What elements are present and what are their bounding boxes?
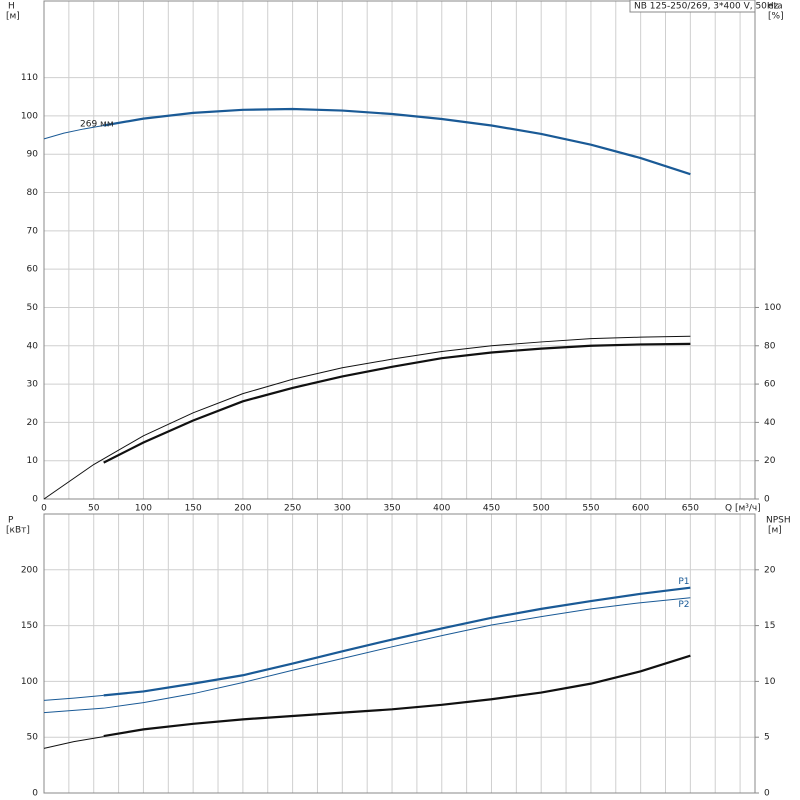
y2-tick-label: 60 bbox=[764, 380, 776, 390]
x-tick-label: 350 bbox=[383, 504, 400, 514]
chart-title: NB 125-250/269, 3*400 V, 50Hz bbox=[634, 2, 779, 12]
series-label: P1 bbox=[678, 577, 689, 587]
x-tick-label: 300 bbox=[334, 504, 351, 514]
x-tick-label: 200 bbox=[234, 504, 251, 514]
y-tick-label: 150 bbox=[21, 621, 38, 631]
series-label: P2 bbox=[678, 600, 689, 610]
y-tick-label: 50 bbox=[27, 733, 39, 743]
curve bbox=[43, 597, 691, 714]
y-tick-label: 30 bbox=[27, 380, 39, 390]
y-axis-label: H bbox=[8, 2, 15, 12]
x-tick-label: 150 bbox=[185, 504, 202, 514]
y2-tick-label: 0 bbox=[764, 789, 770, 799]
y-axis-label: P bbox=[8, 516, 14, 526]
y-tick-label: 70 bbox=[27, 226, 39, 236]
curve bbox=[103, 107, 691, 176]
y2-tick-label: 5 bbox=[764, 733, 770, 743]
y-tick-label: 40 bbox=[27, 341, 39, 351]
y-tick-label: 100 bbox=[21, 111, 38, 121]
y-tick-label: 20 bbox=[27, 418, 39, 428]
x-tick-label: 500 bbox=[533, 504, 550, 514]
y-tick-label: 0 bbox=[32, 495, 38, 505]
plot-frame bbox=[43, 0, 756, 500]
y-tick-label: 200 bbox=[21, 565, 38, 575]
x-tick-label: 50 bbox=[88, 504, 100, 514]
y2-axis-label: NPSH bbox=[766, 516, 791, 526]
y2-tick-label: 100 bbox=[764, 303, 781, 313]
y-axis-unit: [кВт] bbox=[6, 526, 30, 536]
x-tick-label: 450 bbox=[483, 504, 500, 514]
y-tick-label: 80 bbox=[27, 188, 39, 198]
curve bbox=[103, 654, 691, 738]
y2-tick-label: 0 bbox=[764, 495, 770, 505]
x-tick-label: 100 bbox=[135, 504, 152, 514]
y2-axis-unit: [%] bbox=[768, 12, 784, 22]
x-tick-label: 400 bbox=[433, 504, 450, 514]
y-tick-label: 0 bbox=[32, 789, 38, 799]
y-tick-label: 110 bbox=[21, 73, 38, 83]
x-tick-label: 250 bbox=[284, 504, 301, 514]
y2-tick-label: 20 bbox=[764, 565, 776, 575]
annotation: 269 мм bbox=[80, 120, 114, 130]
panel: 0 50 100 150 200 250 300 350 400 450 500 550 600 6500… bbox=[21, 0, 781, 514]
x-tick-label: 550 bbox=[582, 504, 599, 514]
y2-tick-label: 10 bbox=[764, 677, 776, 687]
y-tick-label: 60 bbox=[27, 265, 39, 275]
x-tick-label: 650 bbox=[682, 504, 699, 514]
plot-frame bbox=[43, 513, 756, 794]
y-tick-label: 90 bbox=[27, 150, 39, 160]
curve bbox=[43, 694, 104, 701]
curve bbox=[43, 335, 691, 500]
curve bbox=[103, 586, 691, 697]
panel: 0 50 100 150 200 0 5 10 15 20 bbox=[21, 513, 776, 799]
y2-axis-label: eta bbox=[768, 2, 783, 12]
y2-tick-label: 80 bbox=[764, 341, 776, 351]
y2-axis-unit: [м] bbox=[768, 526, 782, 536]
y-axis-unit: [м] bbox=[6, 12, 20, 22]
y-tick-label: 100 bbox=[21, 677, 38, 687]
x-tick-label: 0 bbox=[41, 504, 47, 514]
y2-tick-label: 20 bbox=[764, 456, 776, 466]
y-tick-label: 10 bbox=[27, 456, 39, 466]
curve bbox=[43, 736, 104, 749]
x-axis-label: Q [м³/ч] bbox=[725, 504, 761, 514]
curve bbox=[103, 342, 691, 464]
title-box bbox=[629, 0, 756, 13]
x-tick-label: 600 bbox=[632, 504, 649, 514]
y2-tick-label: 40 bbox=[764, 418, 776, 428]
y2-tick-label: 15 bbox=[764, 621, 775, 631]
curve bbox=[43, 125, 104, 140]
y-tick-label: 50 bbox=[27, 303, 39, 313]
